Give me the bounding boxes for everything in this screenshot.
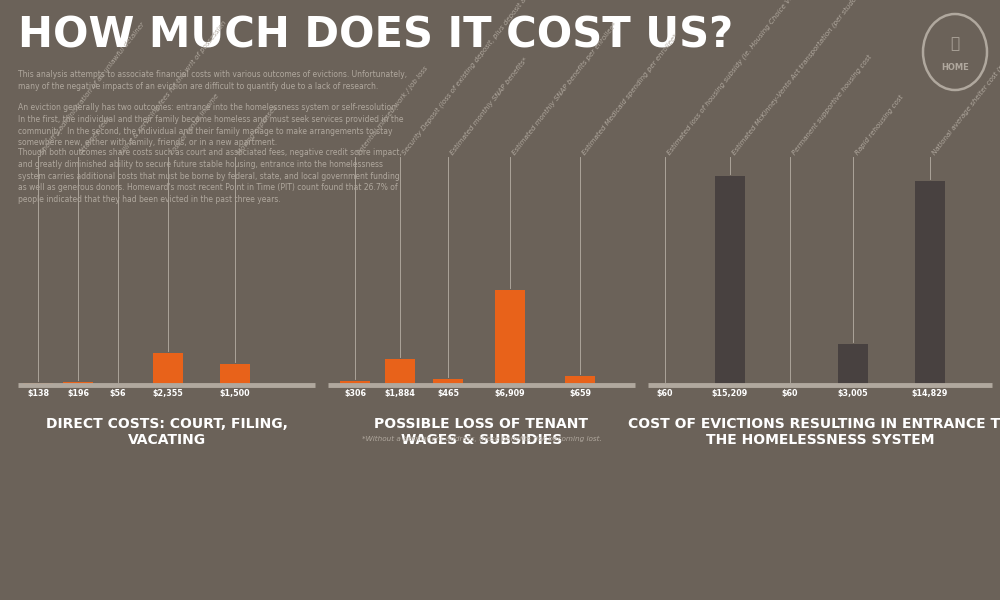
Text: Moving expenses: Moving expenses <box>236 104 278 156</box>
Text: Potential missed work / job loss: Potential missed work / job loss <box>356 65 429 156</box>
Bar <box>23 383 53 385</box>
Text: $3,005: $3,005 <box>838 389 868 398</box>
Bar <box>915 181 945 385</box>
Text: HOME: HOME <box>941 64 969 73</box>
Text: DIRECT COSTS: COURT, FILING,
VACATING: DIRECT COSTS: COURT, FILING, VACATING <box>46 417 287 447</box>
Bar <box>153 353 183 385</box>
Text: $1,500: $1,500 <box>220 389 250 398</box>
Text: National average shelter cost (per stay per family): National average shelter cost (per stay … <box>931 12 1000 156</box>
Text: Loss of rental income: Loss of rental income <box>169 93 220 156</box>
Bar <box>340 381 370 385</box>
Text: $14,829: $14,829 <box>912 389 948 398</box>
Text: $196: $196 <box>67 389 89 398</box>
Bar <box>63 382 93 385</box>
Text: Permanent supportive housing cost: Permanent supportive housing cost <box>791 54 873 156</box>
Text: Attorney fees: Attorney fees <box>79 115 113 156</box>
Text: $138: $138 <box>27 389 49 398</box>
Text: COST OF EVICTIONS RESULTING IN ENTRANCE TO
THE HOMELESSNESS SYSTEM: COST OF EVICTIONS RESULTING IN ENTRANCE … <box>628 417 1000 447</box>
Text: $15,209: $15,209 <box>712 389 748 398</box>
Text: 👫: 👫 <box>950 37 960 52</box>
Text: Estimated monthly SNAP benefits per enrollee*: Estimated monthly SNAP benefits per enro… <box>511 21 618 156</box>
Text: $306: $306 <box>344 389 366 398</box>
Text: $6,909: $6,909 <box>495 389 525 398</box>
Bar <box>775 384 805 385</box>
Text: Estimated Medicaid spending per enrollee*: Estimated Medicaid spending per enrollee… <box>581 33 679 156</box>
Bar <box>103 384 133 385</box>
Bar <box>495 290 525 385</box>
Bar <box>650 384 680 385</box>
Text: An eviction generally has two outcomes: entrance into the homelessness system or: An eviction generally has two outcomes: … <box>18 103 404 148</box>
Bar <box>565 376 595 385</box>
Text: *Without a permanent address, these benefits risk becoming lost.: *Without a permanent address, these bene… <box>362 436 601 442</box>
Text: Rapid rehousing cost: Rapid rehousing cost <box>854 94 904 156</box>
Bar <box>715 176 745 385</box>
Text: Though both outcomes share costs such as court and associated fees, negative cre: Though both outcomes share costs such as… <box>18 148 402 204</box>
Text: HOW MUCH DOES IT COST US?: HOW MUCH DOES IT COST US? <box>18 15 733 57</box>
Text: Security Deposit (loss of existing deposit, plus deposit at a new place): Security Deposit (loss of existing depos… <box>401 0 558 156</box>
Text: $60: $60 <box>782 389 798 398</box>
Text: Estimated McKinney-Vento Act transportation (per student plus mileage): Estimated McKinney-Vento Act transportat… <box>731 0 893 156</box>
Text: POSSIBLE LOSS OF TENANT
WAGES & SUBSIDIES: POSSIBLE LOSS OF TENANT WAGES & SUBSIDIE… <box>374 417 588 447</box>
Bar <box>385 359 415 385</box>
Text: Sheriff's administration of an unlawful detainer: Sheriff's administration of an unlawful … <box>39 22 146 156</box>
Text: $1,884: $1,884 <box>385 389 415 398</box>
Text: $2,355: $2,355 <box>153 389 183 398</box>
Text: Estimated loss of housing subsidy (ie. Housing Choice Voucher): Estimated loss of housing subsidy (ie. H… <box>666 0 809 156</box>
Text: $659: $659 <box>569 389 591 398</box>
Text: This analysis attempts to associate financial costs with various outcomes of evi: This analysis attempts to associate fina… <box>18 70 407 91</box>
Text: $60: $60 <box>657 389 673 398</box>
Text: Estimated monthly SNAP benefits*: Estimated monthly SNAP benefits* <box>449 56 529 156</box>
Text: Filing & servicing fees for the writ of possession: Filing & servicing fees for the writ of … <box>119 20 227 156</box>
Bar <box>433 379 463 385</box>
Bar <box>838 344 868 385</box>
Text: $465: $465 <box>437 389 459 398</box>
Text: $56: $56 <box>110 389 126 398</box>
Bar <box>220 364 250 385</box>
